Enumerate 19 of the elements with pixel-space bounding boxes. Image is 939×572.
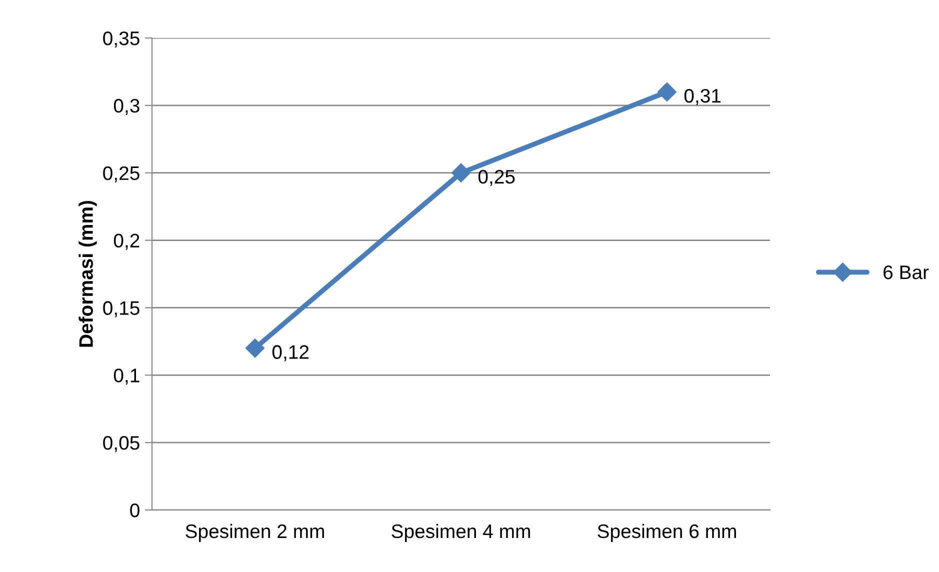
data-label: 0,25 — [478, 170, 515, 186]
y-tick-label: 0,35 — [103, 31, 140, 48]
point — [451, 163, 471, 182]
x-tick-label: Spesimen 2 mm — [186, 524, 324, 542]
y-tick-label: 0,1 — [114, 368, 140, 385]
y-axis-title: Deformasi (mm) — [78, 200, 97, 347]
y-tick-label: 0,15 — [103, 301, 140, 318]
legend-label: 6 Bar — [884, 265, 929, 280]
y-tick-label: 0,3 — [114, 98, 140, 115]
x-tick-label: Spesimen 6 mm — [598, 524, 736, 542]
y-tick-label: 0,2 — [114, 234, 140, 250]
y-tick-label: 0,25 — [103, 166, 140, 182]
y-tick-label: 0 — [130, 503, 140, 518]
point — [245, 338, 265, 358]
data-label: 0,31 — [684, 88, 721, 106]
data-label: 0,12 — [272, 345, 309, 362]
y-tick-label: 0,05 — [103, 436, 140, 452]
point — [657, 82, 677, 102]
x-tick-label: Spesimen 4 mm — [392, 524, 530, 542]
